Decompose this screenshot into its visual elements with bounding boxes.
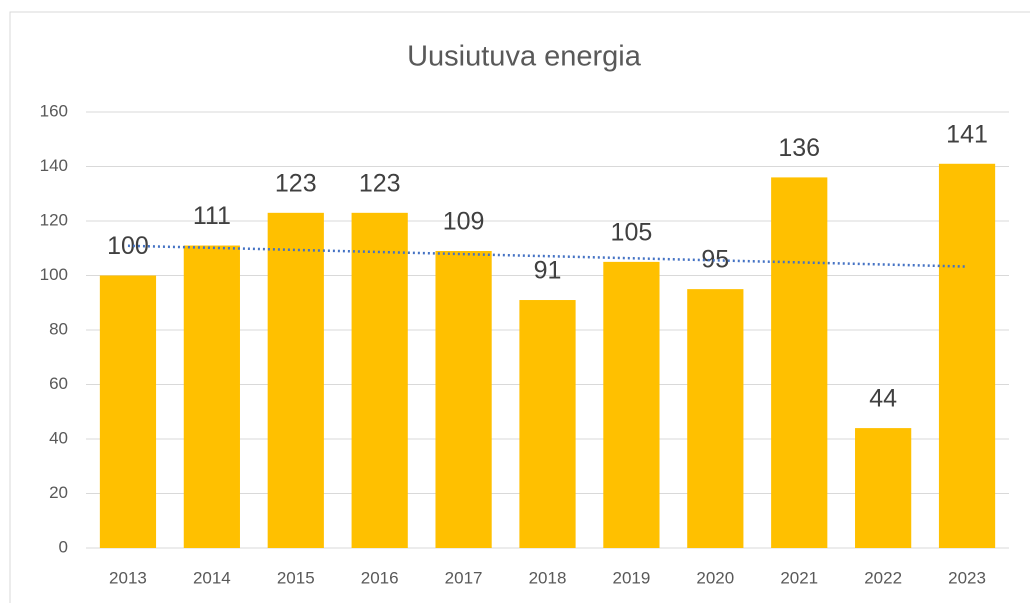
y-tick-label: 80 [49,319,68,338]
x-tick-label: 2015 [277,568,315,587]
x-tick-label: 2016 [361,568,399,587]
data-label: 123 [275,169,317,197]
x-tick-label: 2018 [529,568,567,587]
data-label: 105 [611,218,653,246]
y-tick-label: 0 [59,537,68,556]
data-label: 123 [359,169,401,197]
x-tick-label: 2013 [109,568,147,587]
bar [687,289,744,548]
x-tick-label: 2020 [696,568,734,587]
y-tick-label: 120 [40,210,68,229]
y-tick-label: 60 [49,374,68,393]
data-label: 141 [946,120,988,148]
x-tick-label: 2014 [193,568,231,587]
y-tick-label: 160 [40,101,68,120]
bar [519,300,576,548]
bar [938,163,996,548]
data-label: 111 [193,202,231,230]
bar [855,428,912,548]
y-tick-label: 140 [40,156,68,175]
bar [603,261,660,548]
bar [267,212,324,548]
chart-title: Uusiutuva energia [407,41,642,73]
bar [771,177,828,548]
bar [183,245,240,548]
y-tick-label: 40 [49,428,68,447]
y-tick-label: 20 [49,483,68,502]
data-label: 91 [534,257,562,285]
x-tick-label: 2023 [948,568,986,587]
x-tick-label: 2017 [445,568,483,587]
bar [351,212,408,548]
x-tick-label: 2021 [780,568,818,587]
bar [99,275,157,548]
data-label: 44 [869,385,897,413]
data-label: 109 [443,208,485,236]
data-label: 95 [701,246,729,274]
data-label: 136 [778,134,820,162]
y-tick-label: 100 [40,265,68,284]
bar [435,250,492,548]
x-tick-label: 2022 [864,568,902,587]
x-tick-label: 2019 [612,568,650,587]
